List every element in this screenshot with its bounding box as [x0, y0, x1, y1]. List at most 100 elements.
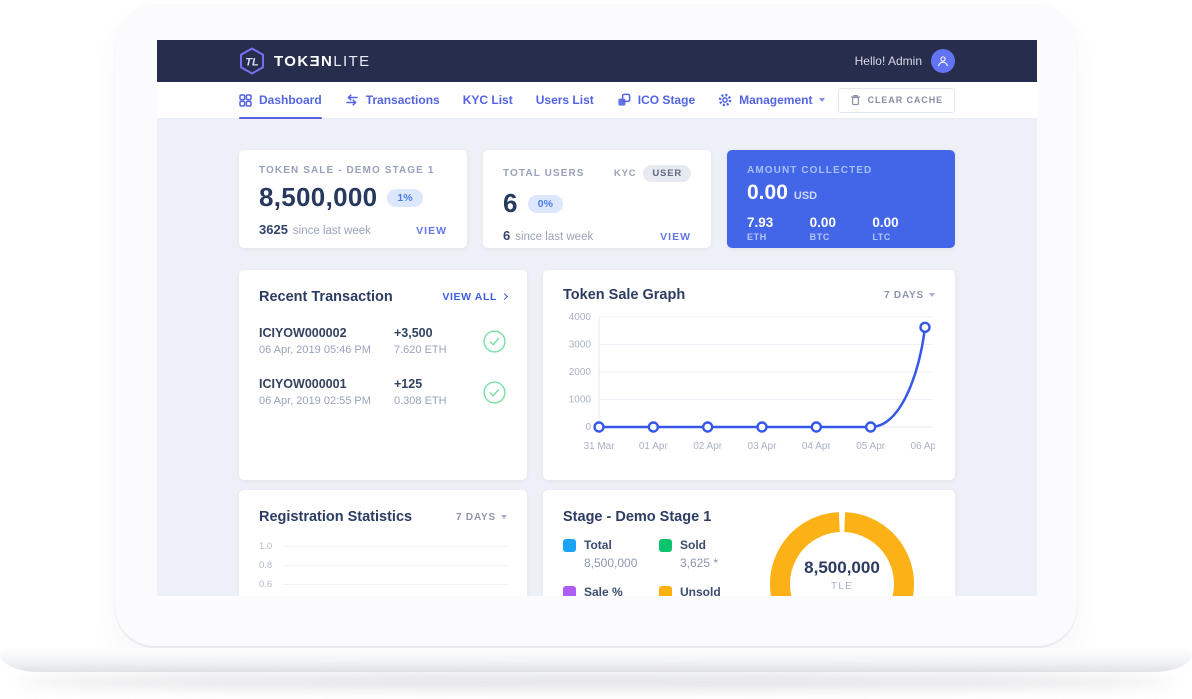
- nav-item-management[interactable]: Management: [718, 82, 826, 118]
- chevron-down-icon: [819, 98, 826, 102]
- token-sale-stat-card: TOKEN SALE - DEMO STAGE 1 8,500,000 1% 3…: [239, 150, 467, 248]
- nav-item-dashboard[interactable]: Dashboard: [239, 82, 322, 119]
- total-users-stat-card: TOTAL USERS KYC USER 6 0% 6 since last w…: [483, 150, 711, 248]
- registration-chart-axis: 1.0 0.8 0.6: [259, 537, 507, 594]
- currency-label: ETH: [747, 232, 767, 242]
- total-users-delta: 6: [503, 228, 511, 243]
- registration-statistics-card: Registration Statistics 7 DAYS 1.0 0.8: [239, 490, 527, 596]
- currency-label: BTC: [809, 232, 830, 242]
- currency-value: 0.00: [809, 215, 836, 230]
- transaction-eth: 0.308 ETH: [394, 395, 447, 407]
- legend-item-sale-pct: Sale %: [563, 585, 659, 596]
- transaction-row[interactable]: ICIYOW000001 06 Apr, 2019 02:55 PM +125 …: [259, 377, 507, 407]
- card-title: AMOUNT COLLECTED: [747, 165, 873, 176]
- range-dropdown[interactable]: 7 DAYS: [884, 290, 935, 301]
- recent-transactions-card: Recent Transaction VIEW ALL ICIYOW000002…: [239, 270, 527, 480]
- delta-caption: since last week: [515, 231, 594, 243]
- trash-icon: [850, 94, 861, 106]
- nav-item-users-list[interactable]: Users List: [536, 82, 594, 118]
- nav-item-label: Users List: [535, 93, 594, 107]
- topbar-right: Hello! Admin: [855, 49, 955, 73]
- donut-center-value: 8,500,000: [804, 558, 880, 577]
- legend-item-total: Total 8,500,000: [563, 538, 659, 570]
- card-title: Recent Transaction: [259, 289, 393, 305]
- svg-text:4000: 4000: [569, 312, 592, 323]
- legend-value: 8,500,000: [584, 556, 638, 570]
- nav-item-ico-stage[interactable]: ICO Stage: [617, 82, 695, 118]
- legend-label: Unsold: [680, 585, 721, 596]
- toggle-option-user[interactable]: USER: [643, 165, 691, 182]
- user-icon: [938, 56, 948, 67]
- gridline: [282, 565, 507, 566]
- legend-item-sold: Sold 3,625 *: [659, 538, 773, 570]
- token-sale-line-chart: 0 1000 2000 3000 4000 31 Mar 01 Apr 02 Apr 03 Ap…: [563, 305, 935, 457]
- navbar: Dashboard Transactions KYC List Users: [157, 82, 1037, 119]
- currency-eth: 7.93 ETH: [747, 215, 810, 242]
- legend-swatch: [563, 538, 576, 552]
- y-tick-label: 0.8: [259, 560, 273, 571]
- token-sale-view-link[interactable]: VIEW: [416, 225, 447, 237]
- nav-item-label: Transactions: [365, 93, 440, 107]
- stage-icon: [617, 93, 631, 107]
- nav-item-label: ICO Stage: [637, 93, 696, 107]
- transaction-row[interactable]: ICIYOW000002 06 Apr, 2019 05:46 PM +3,50…: [259, 326, 507, 356]
- currency-ltc: 0.00 LTC: [872, 215, 935, 242]
- donut-center-unit: TLE: [831, 581, 853, 592]
- card-title: Registration Statistics: [259, 509, 413, 525]
- delta-caption: since last week: [292, 225, 371, 237]
- kyc-user-toggle: KYC USER: [614, 165, 691, 182]
- total-users-value: 6: [503, 188, 518, 218]
- gridline: [282, 584, 507, 585]
- tokenlite-logo-icon: TL: [239, 47, 265, 75]
- range-dropdown[interactable]: 7 DAYS: [456, 512, 507, 523]
- amount-collected-card: AMOUNT COLLECTED 0.00 USD 7.93 ETH 0.00 …: [727, 150, 955, 248]
- clear-cache-button[interactable]: CLEAR CACHE: [837, 87, 955, 113]
- transaction-id: ICIYOW000001: [259, 377, 347, 391]
- legend-swatch: [563, 585, 576, 596]
- transaction-date: 06 Apr, 2019 02:55 PM: [259, 395, 371, 407]
- nav-item-label: Dashboard: [259, 93, 322, 107]
- gear-icon: [718, 93, 732, 107]
- bottom-row: Registration Statistics 7 DAYS 1.0 0.8: [239, 490, 955, 596]
- currency-btc: 0.00 BTC: [810, 215, 873, 242]
- total-users-view-link[interactable]: VIEW: [660, 231, 691, 243]
- laptop-base: [0, 648, 1192, 672]
- currency-value: 0.00: [872, 215, 899, 230]
- svg-text:1000: 1000: [569, 395, 592, 406]
- token-sale-badge: 1%: [387, 188, 423, 207]
- user-avatar[interactable]: [931, 49, 955, 73]
- transaction-eth: 7.620 ETH: [394, 344, 447, 356]
- svg-text:06 Apr: 06 Apr: [911, 441, 935, 452]
- laptop-base-shadow: [16, 676, 1176, 688]
- stats-row: TOKEN SALE - DEMO STAGE 1 8,500,000 1% 3…: [239, 150, 955, 248]
- legend-label: Sold: [680, 538, 706, 552]
- check-icon: [482, 380, 507, 405]
- amount-collected-unit: USD: [793, 190, 818, 202]
- toggle-option-kyc[interactable]: KYC: [613, 168, 637, 179]
- swap-icon: [345, 94, 359, 106]
- card-title: TOTAL USERS: [503, 168, 585, 179]
- token-sale-value: 8,500,000: [259, 182, 378, 212]
- svg-text:3000: 3000: [569, 340, 592, 351]
- svg-text:05 Apr: 05 Apr: [856, 441, 886, 452]
- middle-row: Recent Transaction VIEW ALL ICIYOW000002…: [239, 270, 955, 480]
- svg-text:31 Mar: 31 Mar: [583, 441, 615, 452]
- gridline: [282, 546, 507, 547]
- brand: TL TOKƎNLITE: [239, 47, 371, 75]
- token-sale-graph-card: Token Sale Graph 7 DAYS 0 1000 2000 3000 400…: [543, 270, 955, 480]
- amount-collected-value: 0.00: [747, 181, 788, 204]
- topbar: TL TOKƎNLITE Hello! Admin: [157, 40, 1037, 82]
- legend-swatch: [659, 585, 672, 596]
- card-title: TOKEN SALE - DEMO STAGE 1: [259, 165, 435, 176]
- svg-text:02 Apr: 02 Apr: [693, 441, 723, 452]
- nav-item-kyc-list[interactable]: KYC List: [463, 82, 513, 118]
- chevron-down-icon: [929, 293, 935, 297]
- check-icon: [482, 329, 507, 354]
- nav-item-transactions[interactable]: Transactions: [345, 82, 440, 118]
- card-title: Token Sale Graph: [563, 287, 686, 303]
- brand-text-light: LITE: [333, 52, 371, 70]
- grid-icon: [239, 93, 252, 107]
- view-all-link[interactable]: VIEW ALL: [442, 291, 509, 303]
- transaction-amount: +125: [394, 377, 423, 391]
- legend-swatch: [659, 538, 672, 552]
